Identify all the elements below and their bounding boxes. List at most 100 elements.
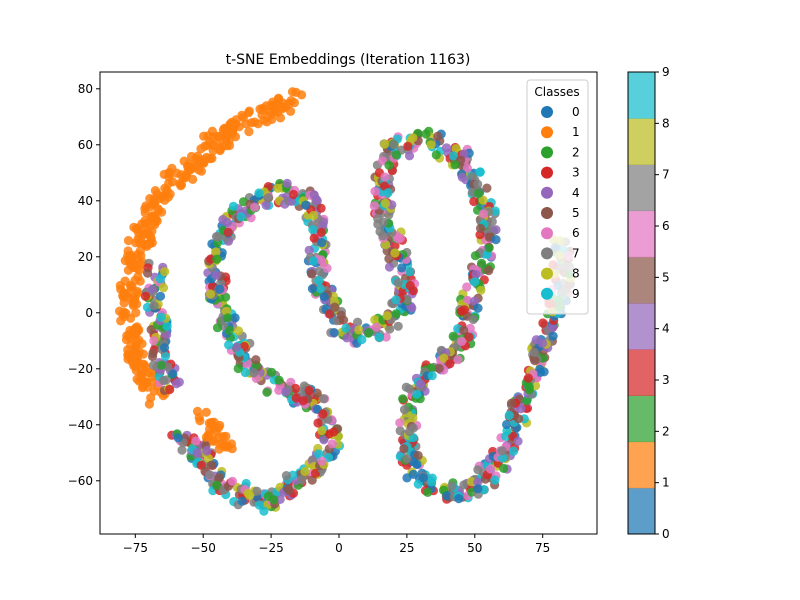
scatter-point xyxy=(137,219,147,229)
scatter-point xyxy=(177,445,187,455)
scatter-point xyxy=(476,223,486,233)
legend-label: 5 xyxy=(572,206,580,220)
scatter-point xyxy=(319,394,329,404)
scatter-point xyxy=(199,131,209,141)
scatter-point xyxy=(393,278,403,288)
scatter-point xyxy=(224,340,234,350)
scatter-point xyxy=(223,313,233,323)
scatter-point xyxy=(297,475,307,485)
scatter-point xyxy=(127,252,137,263)
scatter-point xyxy=(547,322,558,332)
scatter-point xyxy=(474,188,484,198)
y-tick-label: −60 xyxy=(68,474,93,488)
scatter-point xyxy=(151,215,161,225)
scatter-point xyxy=(316,203,326,213)
scatter-point xyxy=(162,321,172,331)
colorbar-segment xyxy=(628,303,655,350)
chart-title: t-SNE Embeddings (Iteration 1163) xyxy=(226,52,471,68)
colorbar-tick-label: 1 xyxy=(662,476,670,490)
scatter-point xyxy=(477,258,487,268)
legend-label: 4 xyxy=(572,186,580,200)
scatter-point xyxy=(223,442,233,452)
scatter-point xyxy=(497,446,507,456)
scatter-point xyxy=(448,151,458,161)
scatter-point xyxy=(174,377,184,387)
scatter-point xyxy=(199,157,209,167)
scatter-point xyxy=(194,412,204,423)
scatter-point xyxy=(290,383,301,393)
scatter-point xyxy=(399,405,410,415)
scatter-point xyxy=(125,350,135,361)
colorbar-tick-label: 8 xyxy=(662,116,670,130)
scatter-point xyxy=(469,296,480,306)
scatter-point xyxy=(374,332,384,342)
scatter-point xyxy=(269,495,279,505)
scatter-point xyxy=(391,295,401,305)
scatter-point xyxy=(380,198,391,208)
scatter-point xyxy=(218,125,228,135)
scatter-point xyxy=(315,283,325,294)
plot-frame xyxy=(99,71,598,535)
scatter-point xyxy=(459,480,469,490)
scatter-point xyxy=(484,243,494,253)
scatter-point xyxy=(233,326,244,336)
scatter-point xyxy=(211,247,221,257)
scatter-point xyxy=(143,268,153,278)
scatter-point xyxy=(214,472,224,483)
scatter-point xyxy=(263,193,273,203)
scatter-point xyxy=(307,475,317,485)
scatter-point xyxy=(354,325,364,335)
scatter-point xyxy=(254,188,264,198)
y-tick-label: 0 xyxy=(85,306,93,320)
scatter-point xyxy=(412,459,422,469)
scatter-point xyxy=(149,386,159,396)
scatter-point xyxy=(490,206,500,216)
scatter-point xyxy=(274,375,284,385)
scatter-point xyxy=(215,284,225,294)
scatter-point xyxy=(149,301,159,311)
scatter-point xyxy=(413,450,423,461)
scatter-point xyxy=(393,321,403,331)
scatter-point xyxy=(431,150,441,160)
scatter-point xyxy=(464,332,474,342)
scatter-point xyxy=(192,448,202,458)
colorbar-segment xyxy=(628,210,655,258)
scatter-point xyxy=(529,347,539,357)
scatter-point xyxy=(391,309,401,319)
scatter-point xyxy=(202,446,212,456)
scatter-point xyxy=(484,266,494,276)
scatter-point xyxy=(136,368,146,378)
scatter-point xyxy=(506,398,517,408)
scatter-point xyxy=(224,325,234,335)
scatter-point xyxy=(487,216,497,227)
colorbar-segment xyxy=(628,72,655,119)
scatter-point xyxy=(158,283,169,293)
scatter-point xyxy=(176,180,187,190)
scatter-point xyxy=(273,183,283,193)
scatter-point xyxy=(244,106,254,116)
scatter-point xyxy=(306,269,317,279)
scatter-point xyxy=(212,254,222,264)
scatter-point xyxy=(252,486,262,496)
scatter-point xyxy=(251,355,261,365)
scatter-point xyxy=(522,396,532,406)
scatter-point xyxy=(196,166,206,176)
scatter-point xyxy=(222,217,232,227)
scatter-point xyxy=(317,456,327,466)
colorbar-tick-label: 4 xyxy=(662,322,670,336)
scatter-point xyxy=(491,225,501,235)
scatter-point xyxy=(206,460,216,470)
scatter-point xyxy=(159,343,170,353)
scatter-point xyxy=(473,477,483,487)
scatter-point xyxy=(137,339,147,349)
scatter-point xyxy=(317,425,327,436)
scatter-point xyxy=(218,432,228,442)
scatter-point xyxy=(441,143,452,153)
scatter-point xyxy=(131,356,141,366)
scatter-point xyxy=(508,446,519,456)
legend-label: 9 xyxy=(572,287,580,301)
scatter-point xyxy=(398,394,408,404)
scatter-point xyxy=(434,363,444,373)
x-tick-label: −50 xyxy=(191,541,216,555)
legend-label: 6 xyxy=(572,226,580,240)
